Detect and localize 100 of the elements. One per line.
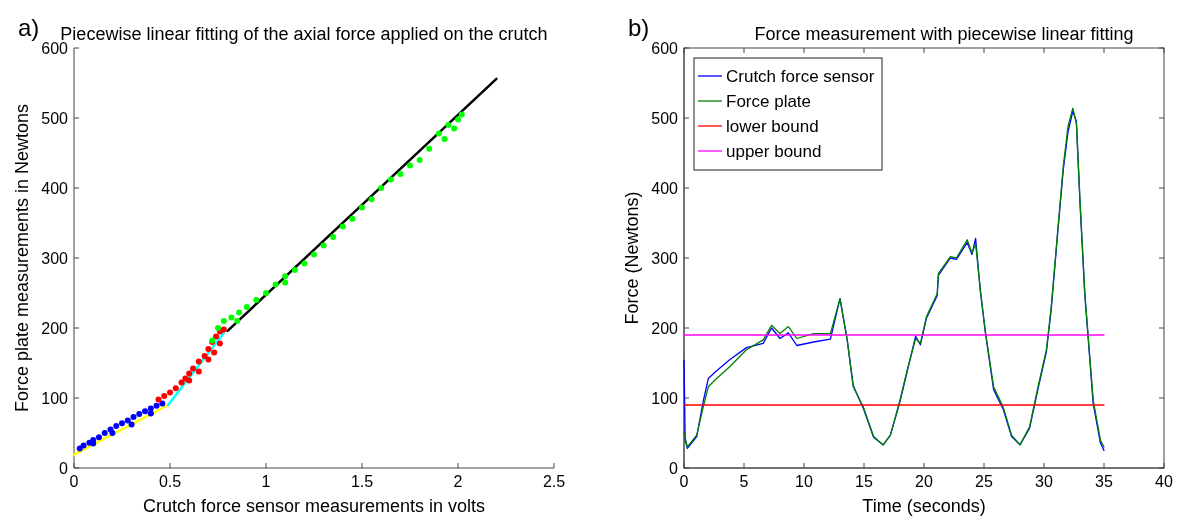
point bbox=[216, 340, 223, 347]
point bbox=[195, 358, 202, 365]
point bbox=[243, 304, 250, 310]
y-tick-label: 300 bbox=[651, 250, 679, 267]
point bbox=[147, 410, 154, 417]
point bbox=[136, 411, 143, 418]
x-tick-label: 15 bbox=[855, 473, 873, 490]
point bbox=[407, 162, 413, 169]
y-tick-label: 600 bbox=[41, 40, 69, 57]
y-tick-label: 500 bbox=[41, 110, 69, 127]
legend-label: Crutch force sensor bbox=[726, 67, 875, 86]
legend-label: lower bound bbox=[726, 117, 819, 136]
text: a) bbox=[18, 14, 40, 41]
y-axis-title: Force plate measurements in Newtons bbox=[12, 103, 32, 413]
y-tick-label: 100 bbox=[651, 390, 679, 407]
point bbox=[80, 442, 87, 449]
point bbox=[228, 314, 235, 321]
point bbox=[213, 333, 220, 340]
point bbox=[378, 185, 385, 191]
point bbox=[282, 273, 289, 280]
text: b) bbox=[628, 14, 650, 41]
point bbox=[113, 423, 120, 429]
point bbox=[455, 116, 461, 123]
point bbox=[211, 349, 218, 356]
point bbox=[397, 171, 404, 177]
point bbox=[349, 215, 356, 222]
point bbox=[119, 420, 125, 427]
y-tick-label: 500 bbox=[651, 110, 679, 127]
point bbox=[220, 326, 227, 333]
x-tick-label: 1.5 bbox=[350, 473, 374, 490]
point bbox=[458, 111, 465, 118]
x-tick-label: 10 bbox=[795, 473, 813, 490]
legend-label: upper bound bbox=[726, 142, 822, 161]
x-tick-label: 30 bbox=[1035, 473, 1053, 490]
y-tick-label: 400 bbox=[651, 180, 679, 197]
point bbox=[291, 266, 298, 273]
point bbox=[441, 136, 448, 142]
point bbox=[263, 290, 269, 296]
x-axis-title: Time (seconds) bbox=[862, 496, 986, 516]
x-tick-label: 0.5 bbox=[158, 473, 182, 490]
point bbox=[153, 402, 160, 409]
point bbox=[445, 122, 452, 128]
x-tick-label: 1 bbox=[261, 473, 271, 490]
point bbox=[435, 130, 442, 137]
point bbox=[186, 370, 193, 377]
y-tick-label: 200 bbox=[41, 320, 69, 337]
point bbox=[195, 368, 202, 375]
point bbox=[159, 400, 166, 407]
point bbox=[301, 260, 308, 267]
point bbox=[416, 157, 423, 163]
point bbox=[155, 396, 162, 403]
y-tick-label: 200 bbox=[651, 320, 679, 337]
point bbox=[128, 421, 135, 428]
point bbox=[142, 408, 149, 415]
x-tick-label: 40 bbox=[1155, 473, 1173, 490]
point bbox=[190, 365, 197, 372]
point bbox=[215, 325, 221, 331]
point bbox=[387, 176, 394, 183]
y-tick-label: 300 bbox=[41, 250, 69, 267]
point bbox=[167, 389, 173, 396]
point bbox=[282, 279, 289, 286]
x-tick-label: 2 bbox=[453, 473, 463, 490]
point bbox=[359, 204, 365, 211]
point bbox=[320, 242, 327, 249]
point bbox=[95, 434, 102, 441]
point bbox=[90, 440, 97, 447]
point bbox=[101, 430, 108, 436]
point bbox=[109, 430, 116, 436]
point bbox=[311, 251, 317, 258]
point bbox=[368, 196, 375, 203]
y-tick-label: 600 bbox=[651, 40, 679, 57]
point bbox=[161, 392, 168, 399]
y-tick-label: 400 bbox=[41, 180, 69, 197]
legend-label: Force plate bbox=[726, 92, 812, 111]
x-axis-title: Crutch force sensor measurements in volts bbox=[142, 496, 486, 516]
point bbox=[172, 385, 179, 392]
point bbox=[272, 281, 279, 288]
x-tick-label: 20 bbox=[915, 473, 933, 490]
x-tick-label: 25 bbox=[975, 473, 993, 490]
point bbox=[130, 413, 137, 420]
point bbox=[339, 223, 346, 230]
point bbox=[451, 125, 458, 132]
y-axis-title: Force (Newtons) bbox=[622, 191, 642, 325]
y-tick-label: 0 bbox=[669, 460, 679, 477]
point bbox=[234, 318, 241, 324]
point bbox=[205, 346, 212, 352]
point bbox=[220, 318, 227, 324]
point bbox=[205, 356, 212, 363]
point bbox=[186, 377, 193, 384]
x-tick-label: 2.5 bbox=[542, 473, 566, 490]
x-tick-label: 5 bbox=[739, 473, 749, 490]
y-tick-label: 100 bbox=[41, 390, 69, 407]
point bbox=[330, 234, 337, 240]
point bbox=[253, 297, 260, 303]
y-tick-label: 0 bbox=[59, 460, 69, 477]
chart-title: Force measurement with piecewise linear fitting bbox=[754, 24, 1134, 44]
x-tick-label: 35 bbox=[1095, 473, 1113, 490]
point bbox=[124, 417, 131, 424]
point bbox=[426, 145, 433, 152]
point bbox=[236, 309, 243, 316]
